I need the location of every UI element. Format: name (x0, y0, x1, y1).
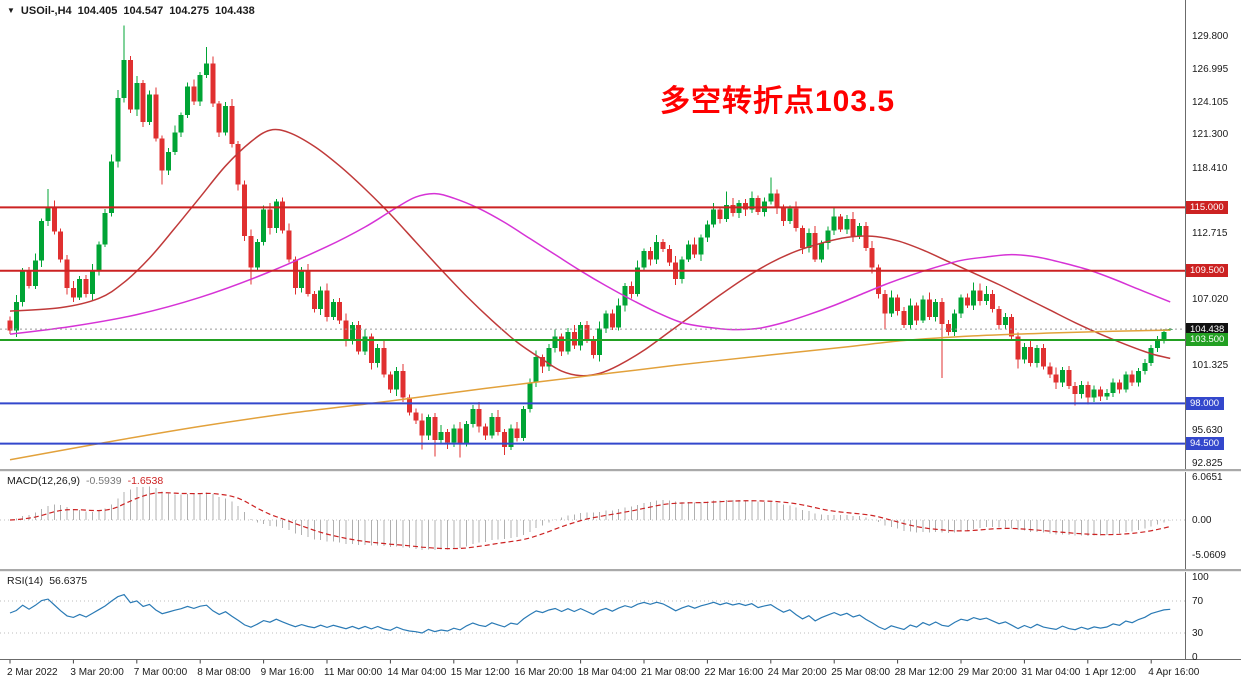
time-axis-label: 11 Mar 00:00 (324, 667, 383, 678)
symbol-period-label: USOil-,H4 (20, 5, 72, 17)
time-axis-label: 24 Mar 20:00 (767, 667, 827, 678)
price-axis-label: 112.715 (1192, 228, 1228, 240)
ma-slow-line (9, 329, 1171, 461)
ohlc-high: 104.547 (123, 5, 164, 17)
time-axis-label: 4 Apr 16:00 (1148, 667, 1200, 678)
price-plot-area[interactable] (0, 25, 1185, 461)
time-axis-label: 25 Mar 08:00 (831, 667, 891, 678)
rsi-line (9, 593, 1171, 634)
time-axis-label: 22 Mar 16:00 (704, 667, 764, 678)
macd-axis-label: 6.0651 (1192, 472, 1223, 483)
price-level-badge: 115.000 (1186, 200, 1228, 214)
price-level-badge: 109.500 (1186, 264, 1229, 278)
price-axis-label: 129.800 (1192, 31, 1229, 43)
macd-signal-value: -1.6538 (127, 475, 164, 487)
price-axis-label: 95.630 (1192, 425, 1223, 437)
time-axis-label: 29 Mar 20:00 (958, 667, 1017, 678)
axis-border-lines (0, 0, 1241, 664)
macd-name: MACD(12,26,9) (7, 475, 80, 487)
rsi-label: RSI(14) 56.6375 (7, 575, 87, 587)
price-axis-label: 121.300 (1192, 129, 1229, 141)
ohlc-low: 104.275 (169, 5, 209, 17)
time-axis-label: 18 Mar 04:00 (577, 667, 637, 678)
rsi-name: RSI(14) (7, 575, 44, 587)
time-axis-label: 2 Mar 2022 (7, 667, 58, 678)
ma-mid-line (9, 192, 1171, 335)
time-axis-label: 8 Mar 08:00 (197, 667, 251, 678)
price-level-badge: 103.500 (1186, 333, 1229, 347)
chart-title-overlay: ▼ USOil-,H4 104.405 104.547 104.275 104.… (7, 5, 255, 17)
price-level-badge: 94.500 (1186, 437, 1224, 451)
macd-axis-label: -5.0609 (1192, 549, 1226, 561)
rsi-axis-label: 100 (1192, 572, 1209, 583)
time-axis-label: 28 Mar 12:00 (894, 667, 954, 678)
rsi-axis-label: 0 (1192, 652, 1198, 663)
macd-label: MACD(12,26,9) -0.5939 -1.6538 (7, 475, 163, 487)
ohlc-open: 104.405 (77, 5, 118, 17)
ohlc-close: 104.438 (214, 5, 255, 17)
collapse-triangle-icon[interactable]: ▼ (7, 6, 15, 15)
time-axis-label: 14 Mar 04:00 (387, 667, 447, 678)
macd-histogram (15, 486, 1171, 551)
price-axis-label: 92.825 (1192, 457, 1223, 469)
time-axis-label: 16 Mar 20:00 (514, 667, 574, 678)
time-axis-label: 9 Mar 16:00 (260, 667, 314, 678)
annotation-text[interactable]: 多空转折点103.5 (660, 85, 896, 118)
time-axis-label: 21 Mar 08:00 (641, 667, 700, 678)
time-axis-label: 1 Apr 12:00 (1084, 667, 1136, 678)
rsi-axis-label: 30 (1192, 628, 1204, 639)
macd-main-value: -0.5939 (85, 475, 122, 487)
current-price-badge: 104.438 (1186, 322, 1229, 336)
price-level-badge: 98.000 (1186, 396, 1224, 410)
price-axis-label: 107.020 (1192, 293, 1229, 305)
rsi-value: 56.6375 (49, 575, 88, 587)
panel-separator[interactable] (0, 569, 1241, 572)
time-axis-label: 3 Mar 20:00 (70, 667, 124, 678)
rsi-axis-label: 70 (1192, 596, 1204, 607)
price-axis-label: 118.410 (1192, 162, 1228, 174)
panel-separator[interactable] (0, 469, 1241, 472)
ma-fast-line (9, 128, 1171, 377)
price-axis-label: 124.105 (1192, 97, 1229, 108)
macd-signal-line (9, 492, 1171, 550)
time-axis-label: 7 Mar 00:00 (133, 667, 188, 678)
rsi-plot-area[interactable] (0, 593, 1185, 634)
price-axis-label: 101.325 (1192, 359, 1229, 371)
macd-plot-area[interactable] (0, 486, 1185, 551)
price-axis-label: 126.995 (1192, 63, 1229, 75)
time-axis-label: 31 Mar 04:00 (1021, 667, 1081, 678)
macd-axis-label: 0.00 (1192, 514, 1212, 526)
candles-series (7, 25, 1173, 458)
time-axis-label: 15 Mar 12:00 (450, 667, 510, 678)
